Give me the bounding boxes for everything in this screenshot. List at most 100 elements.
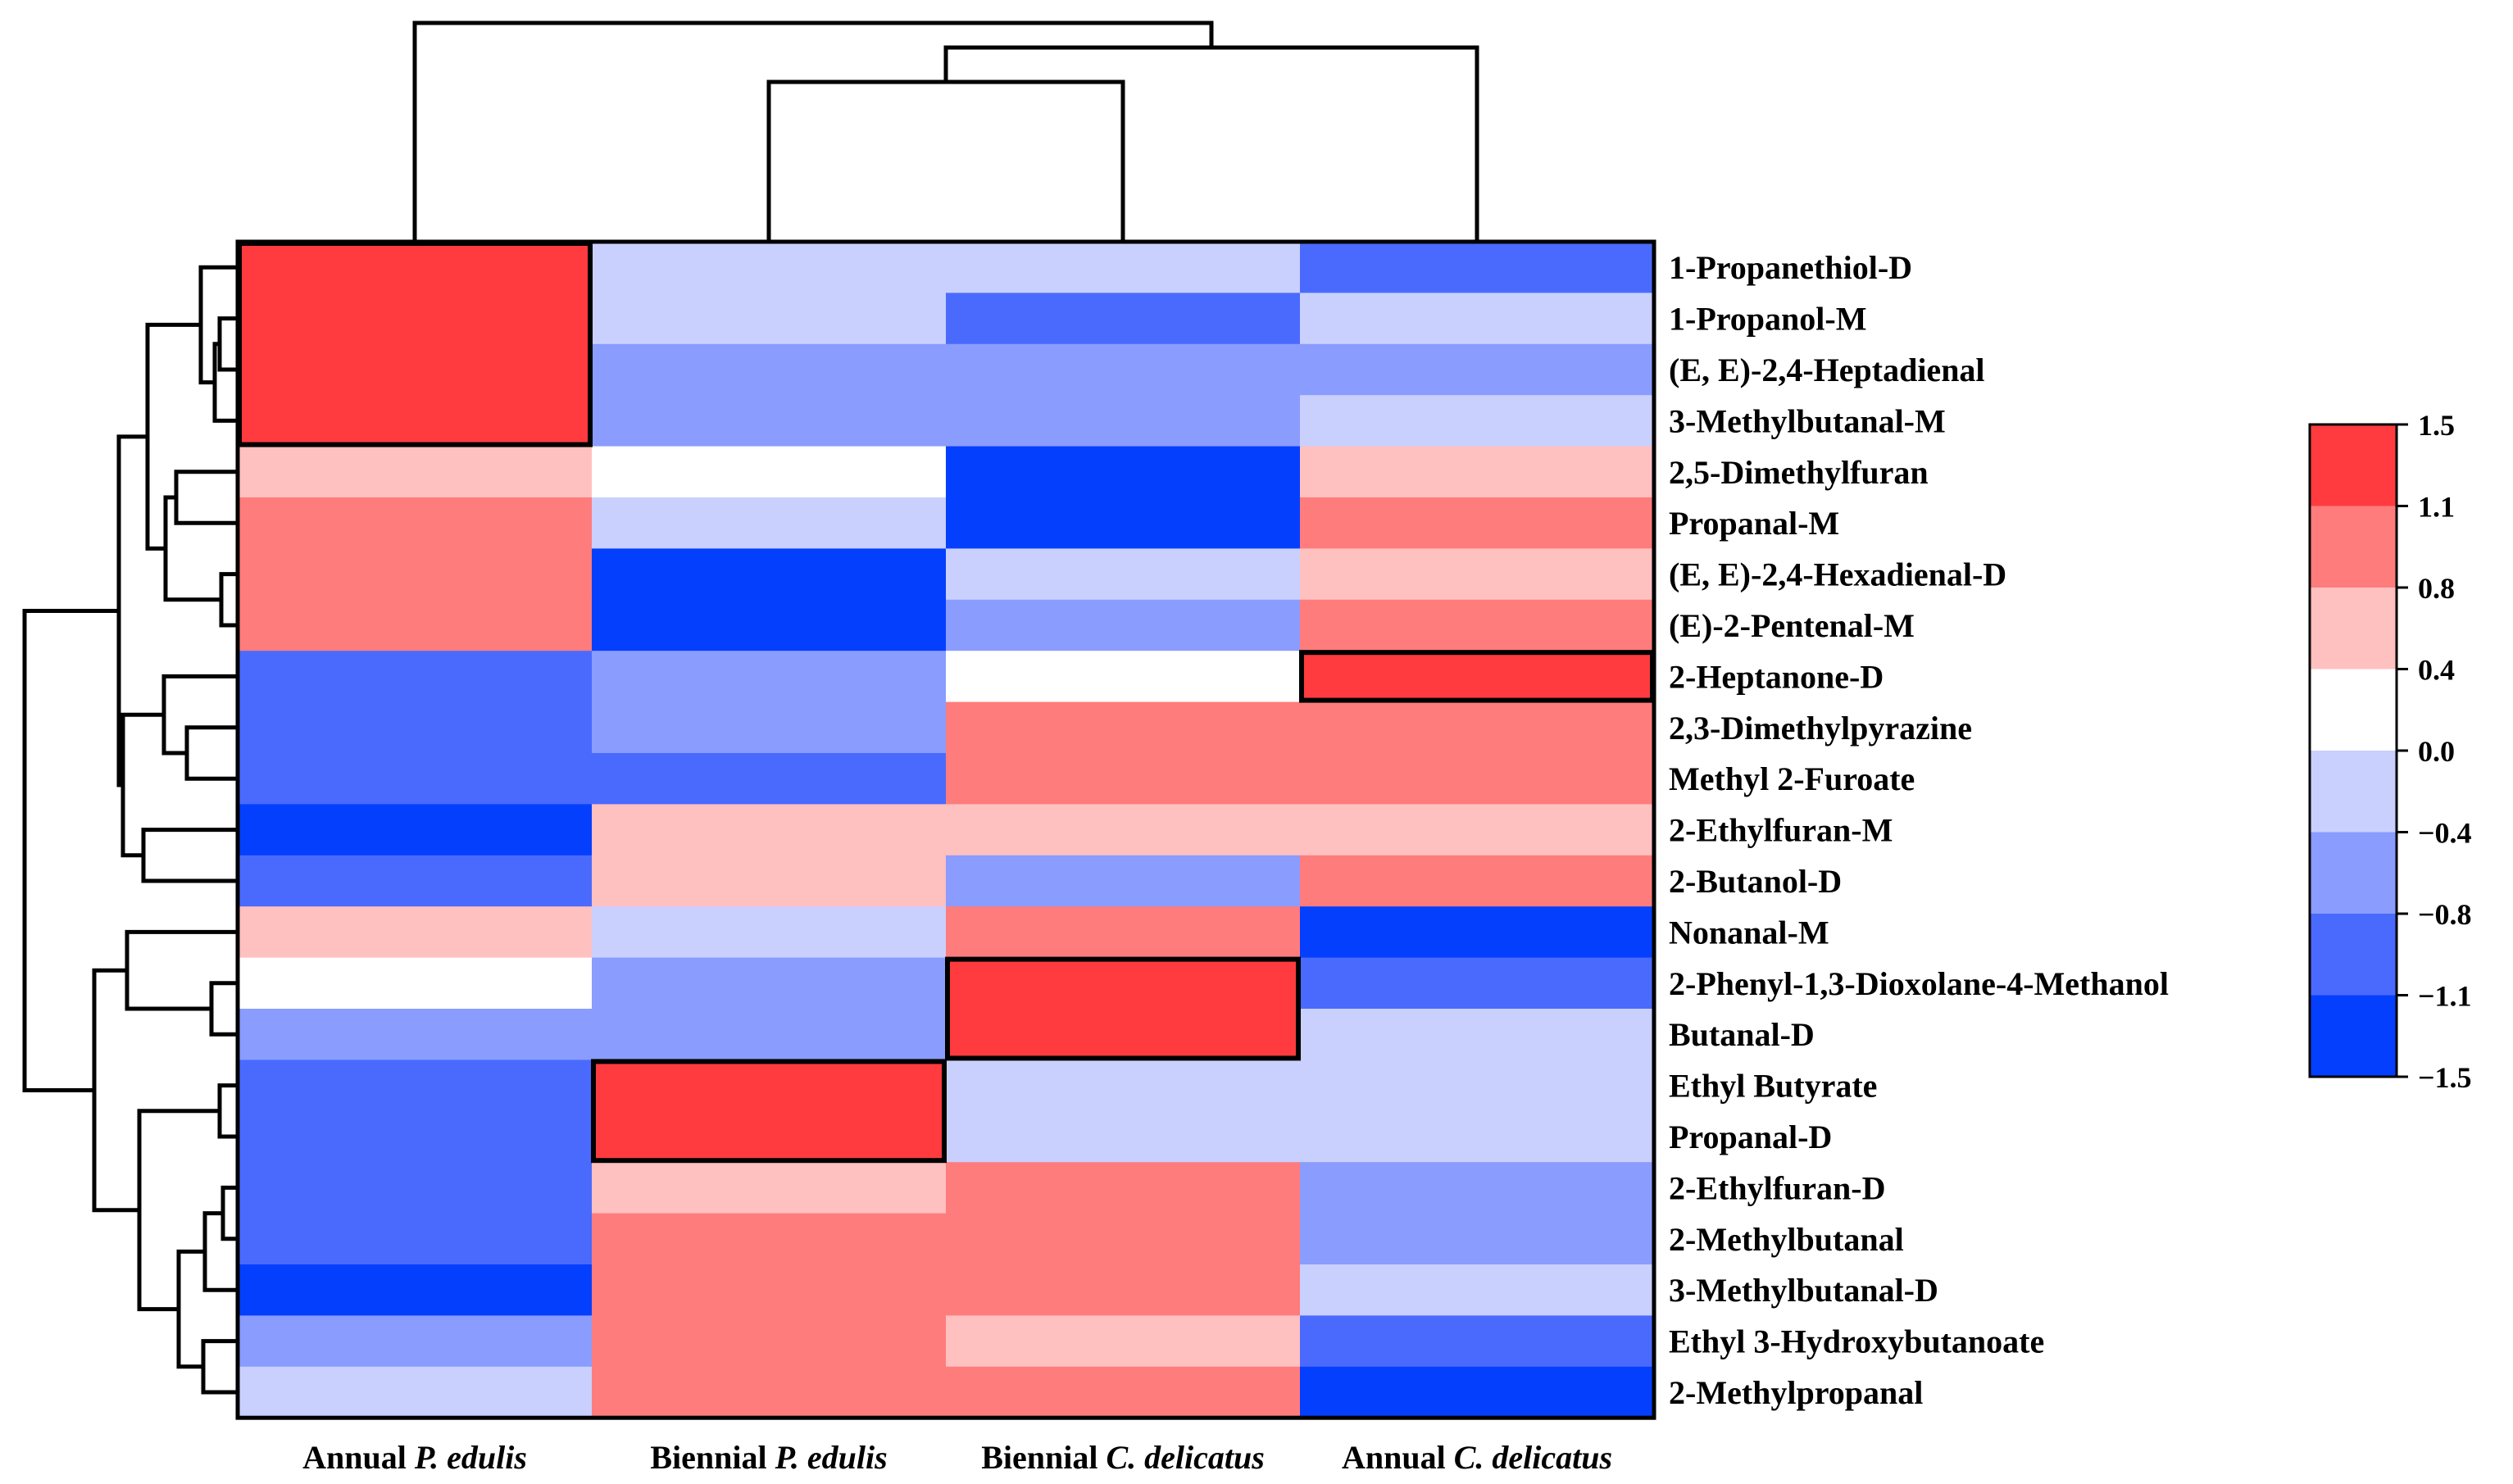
heatmap-cell <box>592 1009 947 1060</box>
row-dendrogram-link <box>219 572 238 628</box>
row-dendrogram-link <box>22 608 119 1092</box>
heatmap-cell <box>1300 1162 1655 1214</box>
row-dendrogram-link <box>201 1339 238 1395</box>
column-dendrogram <box>412 20 1479 242</box>
heatmap-cell <box>1300 1110 1655 1163</box>
colorbar-segment <box>2310 424 2397 507</box>
heatmap-cell <box>1300 906 1655 959</box>
heatmap-cell <box>1300 804 1655 856</box>
highlight-box <box>237 241 593 447</box>
row-dendrogram-link <box>217 316 238 372</box>
colorbar-segment <box>2310 751 2397 833</box>
heatmap-cell <box>1300 446 1655 498</box>
colorbar-tick-label: 1.1 <box>2418 491 2455 524</box>
column-dendrogram-link <box>412 20 1214 242</box>
heatmap-cell <box>1300 1060 1655 1112</box>
heatmap-cell <box>238 753 593 805</box>
heatmap-cell <box>946 1009 1301 1060</box>
heatmap-cell <box>946 1060 1301 1112</box>
heatmap-cell <box>946 293 1301 345</box>
heatmap-cell <box>1300 599 1655 651</box>
heatmap-cell <box>946 548 1301 601</box>
column-label: Annual C. delicatus <box>1342 1439 1612 1476</box>
heatmap-cell <box>238 1009 593 1060</box>
heatmap-cell <box>592 855 947 907</box>
colorbar-segment <box>2310 506 2397 588</box>
colorbar-tick-label: 0.8 <box>2418 572 2455 605</box>
column-label: Biennial C. delicatus <box>981 1439 1265 1476</box>
heatmap-cell <box>592 1264 947 1316</box>
heatmap-cell <box>592 701 947 754</box>
heatmap-cell <box>238 446 593 498</box>
heatmap-cell <box>238 1315 593 1368</box>
row-label: 3-Methylbutanal-D <box>1669 1272 1938 1309</box>
heatmap-cell <box>946 1110 1301 1163</box>
heatmap-cell <box>592 906 947 959</box>
row-dendrogram-link <box>176 1249 205 1369</box>
row-label: 3-Methylbutanal-M <box>1669 402 1946 439</box>
heatmap-cell <box>238 343 593 396</box>
row-dendrogram-link <box>161 674 238 756</box>
row-label: 2-Ethylfuran-M <box>1669 812 1893 849</box>
heatmap-cell <box>1300 242 1655 293</box>
heatmap-cell <box>238 1264 593 1316</box>
heatmap-cell <box>946 343 1301 396</box>
heatmap-cell <box>1300 855 1655 907</box>
heatmap-cell <box>946 1366 1301 1418</box>
heatmap-cell <box>946 701 1301 754</box>
row-dendrogram-link <box>92 968 139 1213</box>
heatmap-cell <box>238 651 593 703</box>
heatmap-cell <box>238 599 593 651</box>
colorbar-tick-label: −1.5 <box>2418 1061 2472 1094</box>
row-dendrogram-link <box>184 725 238 781</box>
heatmap-cell <box>1300 651 1655 703</box>
row-label: 1-Propanol-M <box>1669 301 1866 338</box>
heatmap-cell <box>1300 957 1655 1010</box>
heatmap-cell <box>946 446 1301 498</box>
heatmap-cell <box>238 804 593 856</box>
heatmap-cell <box>238 1162 593 1214</box>
heatmap-cell <box>592 957 947 1010</box>
colorbar-tick-label: 0.4 <box>2418 654 2455 687</box>
column-label: Biennial P. edulis <box>650 1439 887 1476</box>
heatmap-cell <box>946 651 1301 703</box>
row-label: 2-Phenyl-1,3-Dioxolane-4-Methanol <box>1669 965 2169 1002</box>
heatmap-cell <box>238 1213 593 1265</box>
colorbar-segment <box>2310 832 2397 914</box>
heatmap-cell <box>238 548 593 601</box>
heatmap-cell <box>946 753 1301 805</box>
row-label: 2,3-Dimethylpyrazine <box>1669 710 1972 747</box>
heatmap-cells <box>238 242 1655 1418</box>
heatmap-cell <box>592 242 947 293</box>
row-label: 2-Ethylfuran-D <box>1669 1169 1885 1206</box>
heatmap-cell <box>946 497 1301 549</box>
heatmap-cell <box>592 497 947 549</box>
row-label: Butanal-D <box>1669 1016 1815 1053</box>
heatmap-cell <box>592 1315 947 1368</box>
heatmap-cell <box>946 906 1301 959</box>
heatmap-cell <box>592 395 947 447</box>
heatmap-cell <box>592 293 947 345</box>
heatmap-cell <box>238 293 593 345</box>
colorbar-tick-label: 1.5 <box>2418 409 2455 442</box>
heatmap-cell <box>592 1110 947 1163</box>
highlight-box <box>591 1059 947 1164</box>
heatmap-cell <box>946 855 1301 907</box>
row-label: Propanal-D <box>1669 1119 1832 1155</box>
row-dendrogram-link <box>220 1185 238 1241</box>
highlight-box <box>945 956 1301 1061</box>
heatmap-cell <box>238 1110 593 1163</box>
heatmap-cell <box>1300 548 1655 601</box>
row-label: 2,5-Dimethylfuran <box>1669 454 1929 491</box>
heatmap-cell <box>1300 395 1655 447</box>
heatmap-cell <box>592 343 947 396</box>
heatmap-cell <box>238 1366 593 1418</box>
highlight-boxes <box>237 241 1655 1164</box>
colorbar-segment <box>2310 669 2397 751</box>
row-dendrogram <box>22 265 238 1395</box>
heatmap-cell <box>238 497 593 549</box>
heatmap-cell <box>238 701 593 754</box>
heatmap-cell <box>1300 1315 1655 1368</box>
colorbar-tick-label: −1.1 <box>2418 980 2472 1013</box>
